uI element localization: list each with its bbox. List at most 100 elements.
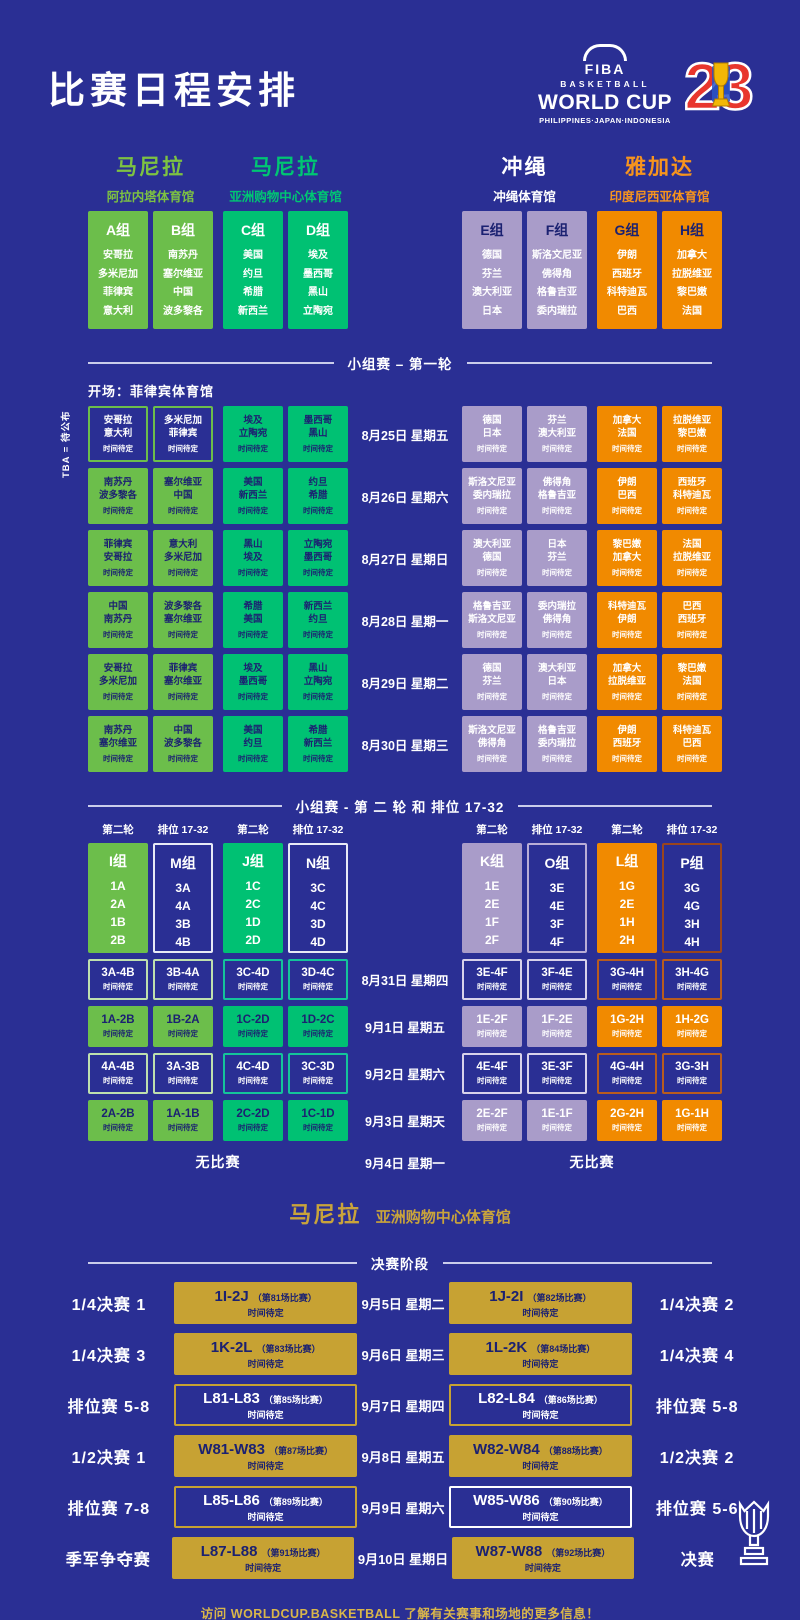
seed-label: 4C	[310, 899, 326, 914]
finals-match-box: W87-W88 （第92场比赛） 时间待定	[452, 1537, 634, 1580]
time-tbd-label: 时间待定	[103, 692, 133, 702]
column-pair: 3G-4H 时间待定 3H-4G 时间待定	[597, 959, 722, 1001]
seed-label: 4G	[683, 899, 700, 914]
round2-divider-text: 小组赛 - 第 二 轮 和 排位 17-32	[295, 800, 505, 816]
match-box: 斯洛文尼亚 委内瑞拉 时间待定	[462, 468, 522, 525]
group-team: 新西兰	[238, 305, 268, 317]
date-label: 9月6日 星期三	[361, 1347, 445, 1363]
team-name: 中国	[173, 724, 193, 736]
time-tbd-label: 时间待定	[477, 506, 507, 516]
time-tbd-label: 时间待定	[542, 754, 572, 764]
team-name: 意大利	[168, 538, 198, 550]
match-code-box: 3G-4H 时间待定	[597, 959, 657, 1001]
team-name: 西班牙	[612, 738, 642, 750]
date-label: 9月9日 星期六	[361, 1500, 445, 1516]
time-tbd-label: 时间待定	[245, 1562, 282, 1573]
match-code-box: 1B-2A 时间待定	[153, 1006, 213, 1048]
group-team: 立陶宛	[303, 305, 333, 317]
venues-row: 马尼拉 阿拉内塔体育馆 马尼拉 亚洲购物中心体育馆 冲绳 冲绳体育馆 雅加达 印度尼西亚体育馆	[88, 151, 732, 205]
team-name: 菲律宾	[168, 662, 198, 674]
time-tbd-label: 时间待定	[303, 444, 333, 454]
team-name: 日本	[547, 538, 567, 550]
finals-stage-label: 1/4决赛 4	[659, 1348, 735, 1366]
group-team: 法国	[682, 305, 702, 317]
time-tbd-label: 时间待定	[238, 630, 268, 640]
column-pair: 澳大利亚 德国 时间待定 日本 芬兰 时间待定	[462, 530, 587, 587]
team-name: 科特迪瓦	[672, 724, 711, 736]
match-code: L81-L83	[203, 1389, 260, 1407]
venue-city: 冲绳	[501, 156, 548, 180]
time-tbd-label: 时间待定	[168, 630, 198, 640]
column-pair: 加拿大 拉脱维亚 时间待定 黎巴嫩 法国 时间待定	[597, 654, 722, 711]
column-pair: 第二轮 排位 17-32	[223, 822, 348, 837]
match-box: 安哥拉 意大利 时间待定	[88, 406, 148, 463]
time-tbd-label: 时间待定	[612, 506, 642, 516]
venue-arena: 印度尼西亚体育馆	[609, 190, 710, 205]
match-box: 格鲁吉亚 斯洛文尼亚 时间待定	[462, 592, 522, 649]
column-pair: 美国 新西兰 时间待定 约旦 希腊 时间待定	[223, 468, 348, 525]
group-name: C组	[240, 222, 266, 239]
match-box: 菲律宾 塞尔维亚 时间待定	[153, 654, 213, 711]
column-pair: 德国 芬兰 时间待定 澳大利亚 日本 时间待定	[462, 654, 587, 711]
match-box: 新西兰 约旦 时间待定	[288, 592, 348, 649]
finals-stage-label: 排位赛 5-6	[655, 1501, 739, 1519]
finals-match-box: 1I-2J （第81场比赛） 时间待定	[173, 1282, 358, 1325]
match-code: 4G-4H	[610, 1061, 644, 1074]
match-code: W87-W88	[475, 1542, 543, 1560]
team-name: 美国	[243, 614, 263, 626]
match-box: 科特迪瓦 巴西 时间待定	[662, 716, 722, 773]
seed-label: 1G	[618, 879, 635, 894]
group-team: 委内瑞拉	[537, 305, 577, 317]
group-team: 多米尼加	[98, 268, 138, 280]
finals-row: 季军争夺赛 L87-L88 （第91场比赛） 时间待定 9月10日 星期日 W87-W88…	[48, 1537, 758, 1580]
match-box: 波多黎各 塞尔维亚 时间待定	[153, 592, 213, 649]
team-name: 约旦	[308, 476, 328, 488]
finals-stage-label: 决赛	[680, 1552, 715, 1570]
time-tbd-label: 时间待定	[238, 1076, 268, 1086]
date-label: 8月28日 星期一	[361, 614, 449, 629]
time-tbd-label: 时间待定	[522, 1409, 559, 1420]
column-pair: 斯洛文尼亚 委内瑞拉 时间待定 佛得角 格鲁吉亚 时间待定	[462, 468, 587, 525]
team-name: 新西兰	[238, 490, 268, 502]
schedule-row: A组 安哥拉 多米尼加 菲律宾 意大利 B组 南苏丹 塞尔维亚 中国 波多黎各 C组 美国 约旦 希腊 新西…	[88, 211, 732, 330]
round2-column-label: 第二轮	[102, 824, 134, 837]
time-tbd-label: 时间待定	[247, 1307, 284, 1318]
time-tbd-label: 时间待定	[238, 506, 268, 516]
time-tbd-label: 时间待定	[677, 568, 707, 578]
seed-label: 3D	[310, 917, 326, 932]
team-name: 塞尔维亚	[163, 476, 202, 488]
group-name: M组	[170, 855, 196, 872]
team-name: 芬兰	[547, 552, 567, 564]
team-name: 法国	[682, 538, 702, 550]
time-tbd-label: 时间待定	[612, 754, 642, 764]
venue-city: 马尼拉	[251, 156, 320, 180]
column-pair: 加拿大 法国 时间待定 拉脱维亚 黎巴嫩 时间待定	[597, 406, 722, 463]
game-number-note: （第91场比赛）	[261, 1547, 326, 1558]
divider-line	[88, 805, 282, 808]
match-code: L87-L88	[200, 1542, 258, 1560]
time-tbd-label: 时间待定	[542, 692, 572, 702]
match-code-box: 1G-2H 时间待定	[597, 1006, 657, 1048]
time-tbd-label: 时间待定	[168, 1123, 198, 1133]
team-name: 加拿大	[612, 662, 642, 674]
team-name: 西班牙	[677, 614, 707, 626]
match-code: W82-W84	[473, 1440, 540, 1458]
team-name: 拉脱维亚	[672, 414, 711, 426]
date-label: 8月27日 星期日	[361, 552, 449, 567]
team-name: 黎巴嫩	[677, 428, 707, 440]
game-number-note: （第83场比赛）	[256, 1343, 321, 1354]
match-code-box: 3B-4A 时间待定	[153, 959, 213, 1001]
match-code: 1E-2F	[476, 1014, 508, 1027]
schedule-row: 中国 南苏丹 时间待定 波多黎各 塞尔维亚 时间待定 希腊 美国 时间待定 新西兰 约旦 时间待定 8月…	[88, 592, 732, 649]
group-box: B组 南苏丹 塞尔维亚 中国 波多黎各	[153, 211, 213, 330]
time-tbd-label: 时间待定	[103, 754, 133, 764]
info-line: 访问 WORLDCUP.BASKETBALL 了解有关赛事和场地的更多信息！	[200, 1607, 600, 1620]
fiba-wordmark: FIBA	[584, 61, 626, 77]
match-box: 黎巴嫩 加拿大 时间待定	[597, 530, 657, 587]
column-pair: 南苏丹 塞尔维亚 时间待定 中国 波多黎各 时间待定	[88, 716, 213, 773]
column-pair: 4G-4H 时间待定 3G-3H 时间待定	[597, 1053, 722, 1095]
team-name: 斯洛文尼亚	[468, 614, 516, 626]
team-name: 委内瑞拉	[472, 490, 511, 502]
time-tbd-label: 时间待定	[477, 444, 507, 454]
seed-label: 4H	[684, 935, 700, 950]
